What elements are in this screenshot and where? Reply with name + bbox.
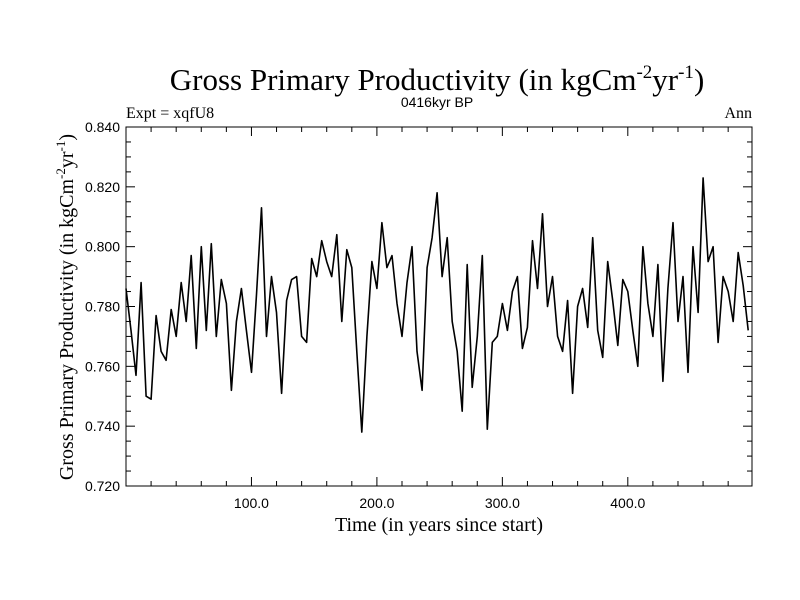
x-tick-label: 300.0 [485, 495, 520, 511]
x-axis-label: Time (in years since start) [335, 514, 543, 536]
x-tick-label: 400.0 [610, 495, 645, 511]
y-axis-label: Gross Primary Productivity (in kgCm-2yr-… [53, 134, 78, 480]
chart-title: Gross Primary Productivity (in kgCm-2yr-… [170, 62, 705, 97]
y-tick-label: 0.800 [85, 239, 120, 255]
axes: 100.0 200.0 300.0 400.0 0.720 0.740 0.760 0.780… [85, 119, 752, 511]
y-tick-label: 0.740 [85, 418, 120, 434]
experiment-label: Expt = xqfU8 [126, 105, 214, 122]
season-label: Ann [724, 105, 752, 122]
period-label: 0416kyr BP [401, 94, 473, 110]
plot-frame [125, 126, 753, 487]
y-tick-label: 0.840 [85, 119, 120, 135]
y-tick-label: 0.820 [85, 179, 120, 195]
x-tick-label: 100.0 [234, 495, 269, 511]
x-tick-label: 200.0 [359, 495, 394, 511]
y-tick-label: 0.720 [85, 478, 120, 494]
y-tick-label: 0.780 [85, 299, 120, 315]
series-line-gpp [125, 177, 749, 433]
y-tick-label: 0.760 [85, 358, 120, 374]
